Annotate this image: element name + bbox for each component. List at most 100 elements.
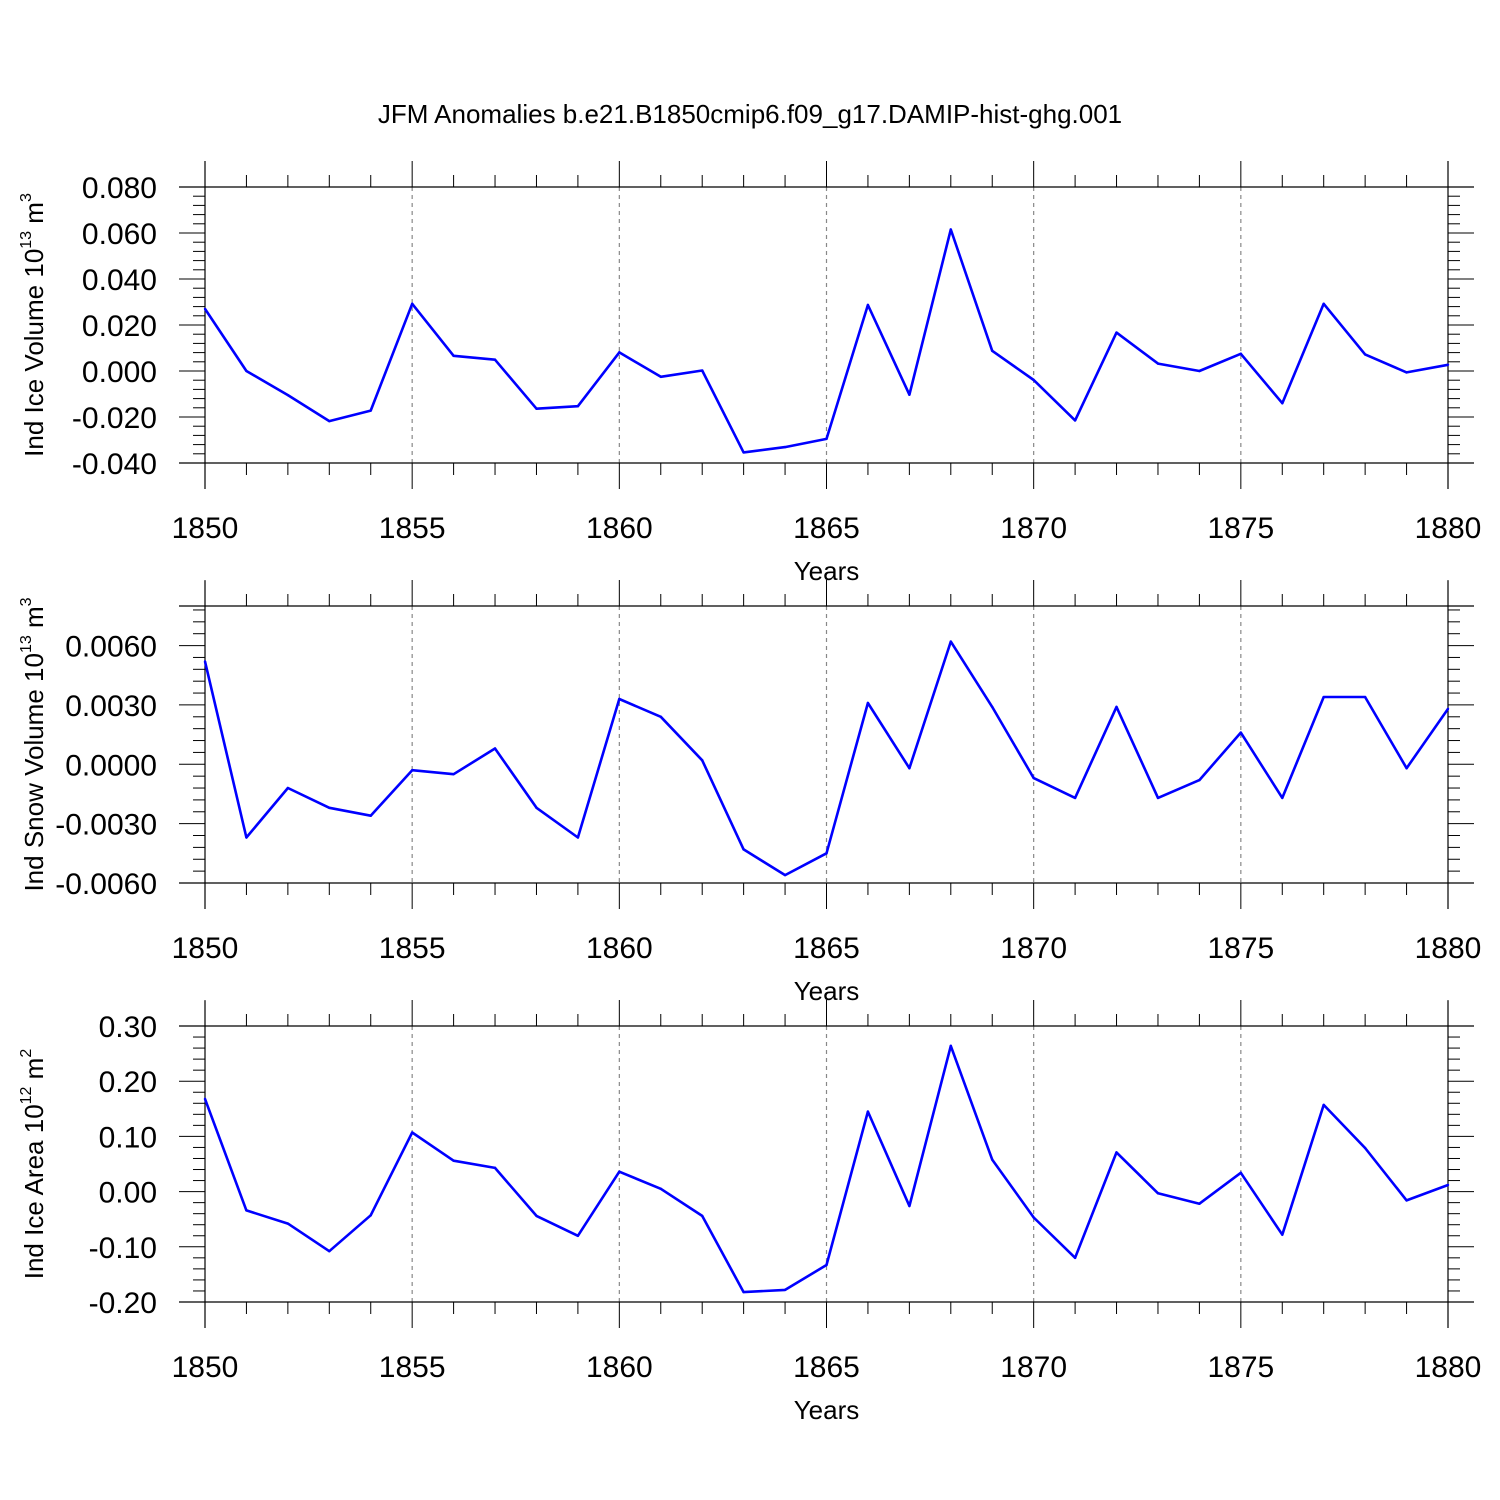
y-axis-label-text: m xyxy=(19,1058,49,1087)
x-tick-label: 1870 xyxy=(1000,512,1067,545)
data-point xyxy=(286,786,290,790)
data-point xyxy=(866,303,870,307)
data-point xyxy=(1156,796,1160,800)
x-tick-label: 1870 xyxy=(1000,932,1067,965)
data-point xyxy=(618,351,621,354)
data-point xyxy=(825,1263,828,1267)
data-point xyxy=(1156,362,1160,365)
data-point xyxy=(1322,1103,1325,1107)
data-point xyxy=(618,697,621,701)
x-tick-label: 1865 xyxy=(793,1351,860,1384)
y-axis-label: Ind Ice Volume 1013 m3 xyxy=(18,193,49,457)
y-axis-label-superscript: 13 xyxy=(18,635,35,653)
y-tick-label: 0.0060 xyxy=(65,631,157,664)
y-axis-label: Ind Ice Area 1012 m2 xyxy=(18,1049,49,1280)
data-point xyxy=(1363,353,1367,356)
data-point xyxy=(576,404,580,408)
x-tick-label: 1850 xyxy=(172,1351,239,1384)
data-point xyxy=(328,419,331,423)
y-axis-label-text: m xyxy=(19,202,49,231)
y-tick-label: 0.0000 xyxy=(65,749,157,782)
y-axis-label-superscript: 13 xyxy=(18,231,35,249)
data-point xyxy=(452,772,455,776)
x-tick-label: 1850 xyxy=(172,932,239,965)
data-point xyxy=(245,1209,248,1212)
x-tick-label: 1870 xyxy=(1000,1351,1067,1384)
data-point xyxy=(452,354,455,358)
data-point xyxy=(535,1214,538,1218)
panel-3: 0.30 0.20 0.10 0.00 -0.10 -0.20 1850 1855 1860 18… xyxy=(18,1000,1481,1425)
data-point xyxy=(1032,378,1035,382)
data-point xyxy=(825,437,828,441)
data-point xyxy=(783,445,787,449)
panel-1: 0.080 0.060 0.040 0.020 0.000 -0.020 -0.040 185… xyxy=(18,161,1481,586)
y-tick-label: 0.10 xyxy=(99,1121,157,1154)
data-point xyxy=(1032,776,1035,780)
y-axis-label-text: m xyxy=(19,606,49,635)
x-tick-label: 1865 xyxy=(793,512,860,545)
data-point xyxy=(701,369,704,372)
x-tick-label: 1850 xyxy=(172,512,239,545)
data-point xyxy=(369,1214,372,1217)
data-point xyxy=(410,302,414,306)
data-point xyxy=(1446,707,1450,711)
y-axis-label-superscript: 3 xyxy=(18,597,35,606)
y-axis-label-superscript: 2 xyxy=(18,1049,35,1058)
data-point xyxy=(452,1159,455,1162)
data-point xyxy=(245,836,248,839)
x-tick-label: 1880 xyxy=(1415,1351,1482,1384)
data-point xyxy=(1322,302,1325,306)
data-point xyxy=(949,228,952,231)
y-tick-label: -0.0060 xyxy=(55,868,157,901)
x-tick-label: 1880 xyxy=(1415,512,1482,545)
data-point xyxy=(949,1044,952,1048)
y-axis-label-superscript: 12 xyxy=(18,1086,35,1104)
data-point xyxy=(866,701,870,705)
data-point xyxy=(1198,778,1201,782)
x-tick-label: 1855 xyxy=(379,932,446,965)
data-point xyxy=(701,1214,704,1218)
data-point xyxy=(908,767,911,770)
data-point xyxy=(991,1158,994,1161)
data-point xyxy=(908,393,911,396)
data-point xyxy=(1073,1256,1077,1260)
data-point xyxy=(493,358,497,361)
data-point xyxy=(328,806,331,810)
data-point xyxy=(742,1290,745,1294)
data-point xyxy=(949,640,952,643)
data-point xyxy=(1405,1199,1408,1202)
data-point xyxy=(991,349,994,352)
data-point xyxy=(1281,796,1284,800)
data-point xyxy=(286,1222,290,1225)
data-point xyxy=(328,1250,331,1253)
data-point xyxy=(1239,731,1243,734)
data-point xyxy=(1363,695,1367,699)
data-point xyxy=(535,407,538,410)
data-point xyxy=(1073,796,1077,800)
data-point xyxy=(286,393,290,397)
data-point xyxy=(1198,1202,1201,1205)
y-tick-label: -0.0030 xyxy=(55,809,157,842)
data-point xyxy=(659,375,662,378)
data-point xyxy=(866,1110,870,1113)
x-axis-label: Years xyxy=(794,1395,860,1425)
data-point xyxy=(1405,371,1408,374)
x-tick-label: 1860 xyxy=(586,512,653,545)
y-axis-label: Ind Snow Volume 1013 m3 xyxy=(18,597,49,891)
data-point xyxy=(369,814,372,817)
y-axis-label-text: Ind Ice Volume 10 xyxy=(19,249,49,457)
x-tick-label: 1860 xyxy=(586,932,653,965)
data-point xyxy=(1115,1151,1118,1154)
y-tick-label: -0.10 xyxy=(89,1232,157,1265)
data-point xyxy=(1032,1216,1035,1219)
data-point xyxy=(1115,705,1118,709)
data-point xyxy=(493,1166,497,1170)
y-axis-label-superscript: 3 xyxy=(18,193,35,202)
data-point xyxy=(1446,1183,1450,1187)
y-axis-label-text: Ind Snow Volume 10 xyxy=(19,653,49,892)
y-tick-label: -0.040 xyxy=(72,448,157,481)
x-tick-label: 1855 xyxy=(379,1351,446,1384)
data-point xyxy=(203,1097,207,1101)
y-tick-label: 0.060 xyxy=(82,218,157,251)
